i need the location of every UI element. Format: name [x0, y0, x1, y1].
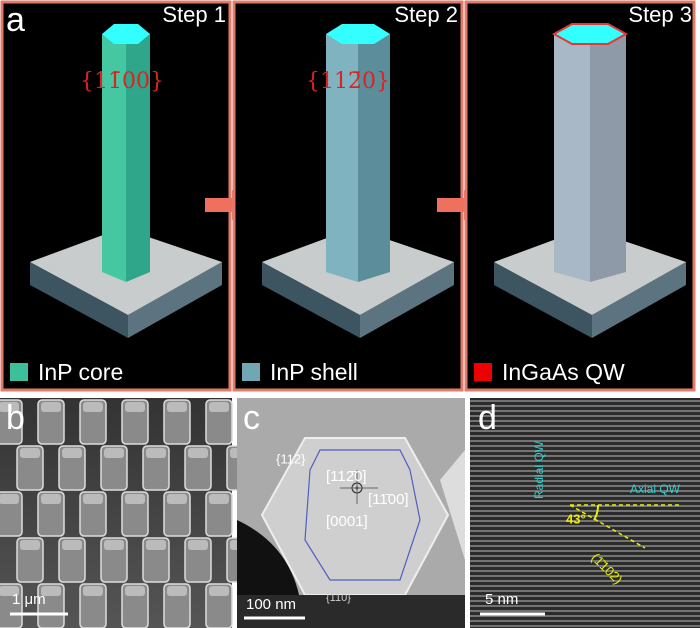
pillar-top	[326, 24, 390, 44]
sem-pillar-top	[0, 402, 19, 412]
legend-swatch	[10, 363, 28, 381]
legend-text: InGaAs QW	[502, 359, 625, 385]
pillar-side	[358, 34, 390, 282]
legend-swatch	[242, 363, 260, 381]
substrate-side	[592, 262, 686, 338]
sem-pillar-top	[188, 540, 208, 550]
sem-pillar-top	[209, 402, 229, 412]
pillar-side	[590, 34, 626, 282]
sem-pillar-top	[41, 586, 61, 596]
sem-pillar-top	[83, 586, 103, 596]
pillar-side	[102, 34, 126, 282]
panel-label: d	[478, 399, 497, 437]
sem-pillar-top	[188, 448, 208, 458]
sem-pillar-top	[41, 402, 61, 412]
substrate-side	[360, 262, 454, 338]
pillar-side	[554, 34, 590, 282]
sem-pillar-top	[83, 494, 103, 504]
step-label: Step 1	[162, 2, 226, 27]
legend-swatch	[474, 363, 492, 381]
substrate-side	[128, 262, 222, 338]
annotation: Radial QW	[532, 440, 546, 499]
sem-pillar-top	[62, 448, 82, 458]
sem-pillar-top	[167, 494, 187, 504]
panel-label: b	[6, 399, 25, 437]
annotation: {110}	[326, 592, 351, 604]
facet-label: {112̄0}	[306, 69, 390, 94]
sem-pillar-top	[41, 494, 61, 504]
sem-pillar-top	[104, 540, 124, 550]
substrate-side	[494, 262, 592, 338]
annotation: [0001]	[326, 513, 368, 530]
substrate-side	[30, 262, 128, 338]
step-label: Step 2	[394, 2, 458, 27]
legend-text: InP shell	[270, 359, 358, 385]
scale-text: 1 μm	[12, 591, 46, 608]
sem-pillar-top	[125, 494, 145, 504]
pillar-top	[102, 24, 150, 44]
pillar-side	[326, 34, 358, 282]
panel-d	[470, 398, 700, 628]
pillar-top	[551, 23, 629, 45]
scale-text: 100 nm	[246, 596, 296, 613]
sem-pillar-top	[62, 540, 82, 550]
sem-pillar-top	[20, 448, 40, 458]
legend-text: InP core	[38, 359, 123, 385]
sem-pillar-top	[146, 540, 166, 550]
substrate-side	[262, 262, 360, 338]
sem-pillar-top	[20, 540, 40, 550]
panel-b	[0, 398, 254, 628]
sem-pillar-top	[209, 586, 229, 596]
annotation: {112}	[276, 451, 306, 466]
sem-pillar-top	[125, 586, 145, 596]
step-label: Step 3	[628, 2, 692, 27]
annotation: [112̄0]	[326, 468, 367, 485]
sem-pillar-top	[167, 402, 187, 412]
sem-pillar-top	[125, 402, 145, 412]
panel-c	[237, 398, 465, 628]
facet-label: {11̄00}	[80, 69, 164, 94]
scale-text: 5 nm	[485, 591, 518, 608]
sem-pillar-top	[83, 402, 103, 412]
panel-label: a	[6, 1, 25, 39]
panel-label: c	[243, 399, 260, 437]
sem-pillar-top	[0, 494, 19, 504]
sem-pillar-top	[0, 586, 19, 596]
sem-pillar-top	[209, 494, 229, 504]
annotation: 43°	[566, 511, 586, 526]
sem-pillar-top	[104, 448, 124, 458]
panel-a	[0, 0, 696, 392]
annotation: [11̄00]	[368, 491, 409, 508]
pillar-side	[126, 34, 150, 282]
annotation: Axial QW	[630, 482, 681, 496]
sem-pillar-top	[146, 448, 166, 458]
sem-pillar-top	[167, 586, 187, 596]
